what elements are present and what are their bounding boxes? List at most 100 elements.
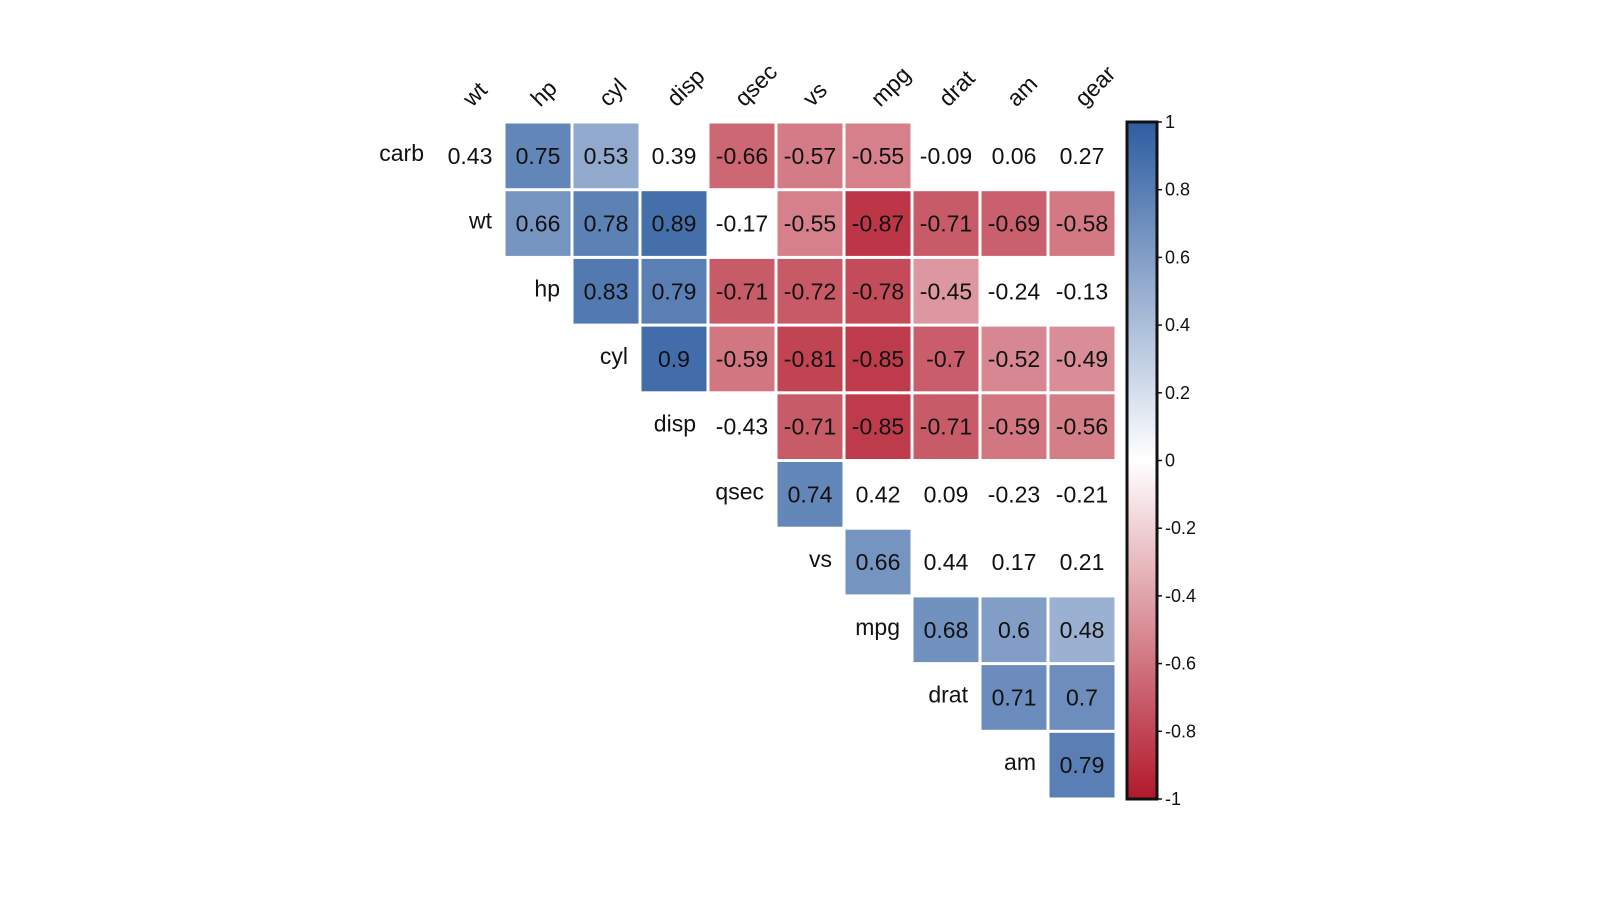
cell-value-wt-qsec: -0.17: [716, 211, 768, 237]
row-label-carb: carb: [379, 140, 424, 166]
row-label-qsec: qsec: [715, 478, 764, 504]
heatmap-cell-vs-drat: [912, 528, 980, 596]
cell-value-qsec-vs: 0.74: [788, 481, 833, 507]
heatmap-cell-mpg-gear: [1048, 595, 1116, 664]
heatmap-cell-hp-disp: [640, 257, 708, 326]
cell-value-carb-wt: 0.43: [448, 143, 493, 169]
heatmap-cells: [436, 122, 1116, 799]
cell-value-carb-hp: 0.75: [516, 143, 561, 169]
cell-value-disp-gear: -0.56: [1056, 414, 1108, 440]
heatmap-cell-wt-qsec: [708, 189, 776, 258]
cell-value-carb-qsec: -0.66: [716, 143, 768, 169]
cell-value-cyl-mpg: -0.85: [852, 346, 904, 372]
cell-value-mpg-drat: 0.68: [924, 617, 969, 643]
cell-value-hp-vs: -0.72: [784, 278, 836, 304]
heatmap-cell-am-gear: [1048, 731, 1116, 799]
row-label-wt: wt: [468, 208, 493, 234]
colorbar-tick-label: 0: [1165, 451, 1175, 471]
cell-value-cyl-disp: 0.9: [658, 346, 690, 372]
column-label-wt: wt: [457, 76, 493, 112]
colorbar-tick-label: -1: [1165, 789, 1181, 809]
cell-value-wt-gear: -0.58: [1056, 211, 1108, 237]
heatmap-cell-wt-hp: [504, 189, 572, 258]
heatmap-cell-hp-gear: [1048, 257, 1116, 326]
heatmap-cell-carb-cyl: [572, 122, 640, 190]
heatmap-cell-vs-gear: [1048, 528, 1116, 596]
cell-value-disp-mpg: -0.85: [852, 414, 904, 440]
heatmap-cell-disp-mpg: [844, 392, 912, 461]
heatmap-cell-qsec-am: [980, 460, 1048, 529]
column-labels: wt hp cyl disp qsec vs mpg drat am gear: [457, 59, 1121, 112]
colorbar-tick-label: -0.2: [1165, 518, 1196, 538]
heatmap-cell-qsec-mpg: [844, 460, 912, 529]
cell-value-cyl-am: -0.52: [988, 346, 1040, 372]
heatmap-cell-hp-qsec: [708, 257, 776, 326]
cell-value-carb-vs: -0.57: [784, 143, 836, 169]
cell-value-cyl-vs: -0.81: [784, 346, 836, 372]
heatmap-cell-carb-vs: [776, 122, 844, 190]
cell-value-mpg-am: 0.6: [998, 617, 1030, 643]
heatmap-cell-wt-mpg: [844, 189, 912, 258]
cell-value-carb-gear: 0.27: [1060, 143, 1105, 169]
heatmap-cell-disp-am: [980, 392, 1048, 461]
cell-value-disp-drat: -0.71: [920, 414, 972, 440]
cell-value-cyl-gear: -0.49: [1056, 346, 1108, 372]
cell-value-carb-am: 0.06: [992, 143, 1037, 169]
cell-value-vs-drat: 0.44: [924, 549, 969, 575]
column-label-hp: hp: [525, 75, 561, 111]
column-label-cyl: cyl: [593, 73, 631, 111]
cell-value-hp-am: -0.24: [988, 278, 1041, 304]
cell-value-am-gear: 0.79: [1060, 752, 1105, 778]
column-label-drat: drat: [933, 64, 980, 111]
heatmap-cell-disp-vs: [776, 392, 844, 461]
cell-value-carb-drat: -0.09: [920, 143, 972, 169]
cell-value-drat-am: 0.71: [992, 684, 1037, 710]
cell-value-wt-drat: -0.71: [920, 211, 972, 237]
heatmap-cell-carb-hp: [504, 122, 572, 190]
cell-value-hp-drat: -0.45: [920, 278, 972, 304]
column-label-vs: vs: [797, 77, 832, 112]
heatmap-cell-wt-disp: [640, 189, 708, 258]
cell-value-qsec-drat: 0.09: [924, 481, 969, 507]
colorbar-gradient: [1125, 120, 1159, 801]
heatmap-cell-cyl-vs: [776, 325, 844, 393]
heatmap-cell-hp-mpg: [844, 257, 912, 326]
colorbar-tick-label: 1: [1165, 112, 1175, 132]
heatmap-cell-cyl-gear: [1048, 325, 1116, 393]
cell-value-carb-mpg: -0.55: [852, 143, 904, 169]
cell-value-cyl-qsec: -0.59: [716, 346, 768, 372]
heatmap-value-labels: 0.43 0.75 0.53 0.39 -0.66 -0.57 -0.55 -0.09 0.06…: [448, 143, 1109, 778]
cell-value-carb-disp: 0.39: [652, 143, 697, 169]
heatmap-cell-cyl-drat: [912, 325, 980, 393]
row-label-cyl: cyl: [600, 343, 628, 369]
heatmap-cell-cyl-qsec: [708, 325, 776, 393]
heatmap-cell-wt-drat: [912, 189, 980, 258]
row-label-am: am: [1004, 749, 1036, 775]
cell-value-wt-cyl: 0.78: [584, 211, 629, 237]
row-labels: carb wt hp cyl disp qsec vs mpg drat am: [379, 140, 1036, 775]
column-label-gear: gear: [1069, 60, 1120, 111]
row-label-mpg: mpg: [855, 614, 900, 640]
heatmap-cell-drat-am: [980, 663, 1048, 732]
heatmap-cell-mpg-am: [980, 595, 1048, 664]
heatmap-cell-mpg-drat: [912, 595, 980, 664]
heatmap-cell-wt-vs: [776, 189, 844, 258]
cell-value-drat-gear: 0.7: [1066, 684, 1098, 710]
colorbar-tick-label: -0.4: [1165, 586, 1196, 606]
heatmap-cell-disp-drat: [912, 392, 980, 461]
heatmap-cell-wt-cyl: [572, 189, 640, 258]
cell-value-hp-gear: -0.13: [1056, 278, 1108, 304]
cell-value-wt-mpg: -0.87: [852, 211, 904, 237]
heatmap-cell-hp-cyl: [572, 257, 640, 326]
colorbar-tick-label: -0.8: [1165, 721, 1196, 741]
heatmap-cell-hp-drat: [912, 257, 980, 326]
cell-value-hp-disp: 0.79: [652, 278, 697, 304]
heatmap-cell-vs-am: [980, 528, 1048, 596]
column-label-qsec: qsec: [729, 59, 782, 112]
heatmap-cell-qsec-vs: [776, 460, 844, 529]
heatmap-cell-carb-wt: [436, 122, 504, 190]
heatmap-cell-carb-gear: [1048, 122, 1116, 190]
heatmap-cell-cyl-disp: [640, 325, 708, 393]
column-label-am: am: [1001, 70, 1042, 111]
cell-value-wt-disp: 0.89: [652, 211, 697, 237]
